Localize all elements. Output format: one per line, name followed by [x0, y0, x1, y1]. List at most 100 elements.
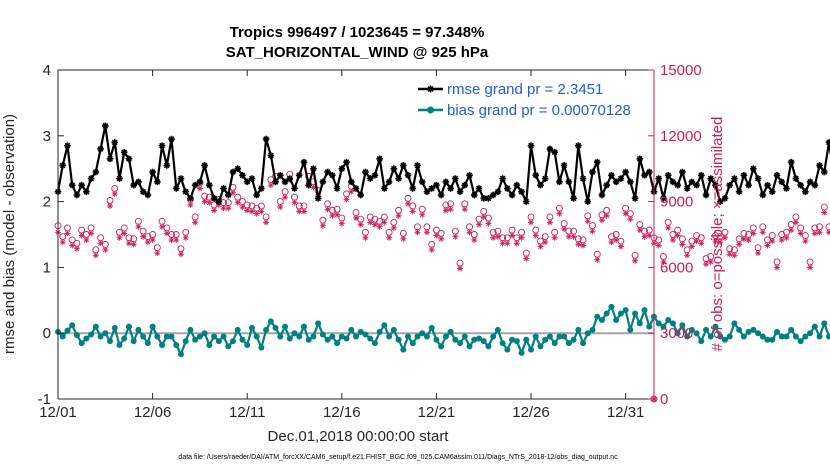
- assimilated-obs-point: [192, 219, 199, 226]
- bias-point: [206, 342, 213, 349]
- assimilated-obs-point: [575, 241, 582, 248]
- rmse-point: [347, 178, 355, 186]
- bias-point: [296, 333, 303, 340]
- rmse-point: [418, 178, 426, 186]
- assimilated-obs-point: [419, 211, 426, 218]
- bias-point: [140, 333, 147, 340]
- assimilated-obs-point: [121, 230, 128, 237]
- bias-point: [556, 333, 563, 340]
- bias-point: [438, 343, 445, 350]
- rmse-point: [125, 155, 133, 163]
- assimilated-obs-point: [660, 258, 667, 265]
- y-axis-label-left: rmse and bias (model - observation): [1, 114, 18, 354]
- bias-point: [778, 333, 785, 340]
- bias-point: [523, 336, 530, 343]
- bias-point: [334, 340, 341, 347]
- assimilated-obs-point: [740, 235, 747, 242]
- bias-point: [518, 349, 525, 356]
- rmse-point: [191, 181, 199, 189]
- rmse-point: [461, 181, 469, 189]
- rmse-point: [608, 171, 615, 179]
- y-tick-label-left: 0: [43, 325, 51, 342]
- bias-point: [721, 336, 728, 343]
- assimilated-obs-point: [537, 243, 544, 250]
- bias-point: [660, 323, 667, 330]
- data-file-footnote: data file: /Users/raeder/DAI/ATM_forcXX/…: [178, 454, 618, 461]
- bias-point: [684, 333, 691, 340]
- assimilated-obs-point: [707, 258, 714, 265]
- rmse-point: [64, 142, 71, 149]
- rmse-point: [452, 175, 459, 182]
- bias-point: [286, 335, 293, 342]
- assimilated-obs-point: [177, 251, 184, 258]
- x-ticks: 12/01 12/06 12/11 12/16 12/21 12/26 12/31: [39, 70, 644, 421]
- assimilated-obs-point: [130, 241, 137, 248]
- rmse-point: [295, 171, 303, 179]
- possible-obs-point: [825, 223, 830, 231]
- rmse-point: [258, 185, 265, 192]
- assimilated-obs-point: [107, 202, 114, 209]
- rmse-point: [575, 142, 582, 149]
- assimilated-obs-point: [173, 236, 180, 243]
- rmse-point: [612, 178, 620, 186]
- bias-point: [400, 346, 407, 353]
- assimilated-obs-point: [717, 239, 724, 246]
- bias-point: [490, 333, 497, 340]
- bias-point: [187, 326, 194, 333]
- rmse-point: [116, 175, 123, 182]
- assimilated-obs-point: [414, 229, 421, 236]
- assimilated-obs-point: [83, 236, 90, 243]
- rmse-point: [721, 195, 729, 202]
- rmse-point: [726, 181, 733, 189]
- rmse-point: [593, 158, 601, 166]
- bias-point: [570, 336, 577, 343]
- bias-point: [442, 333, 449, 340]
- bias-point: [244, 342, 251, 349]
- rmse-point: [806, 178, 814, 186]
- rmse-point: [376, 155, 383, 163]
- rmse-point: [764, 181, 771, 189]
- assimilated-obs-point: [509, 232, 516, 239]
- bias-point: [419, 330, 426, 337]
- y-tick-label-left: -1: [38, 391, 51, 408]
- bias-point: [646, 323, 653, 330]
- legend: rmse grand pr = 2.3451 bias grand pr = 0…: [414, 77, 650, 121]
- bias-point: [277, 333, 284, 340]
- rmse-point: [272, 178, 279, 186]
- rmse-point: [281, 178, 289, 186]
- bias-point: [707, 333, 714, 340]
- rmse-point: [584, 198, 592, 205]
- rmse-point: [163, 162, 171, 169]
- assimilated-obs-point: [125, 240, 132, 247]
- rmse-point: [518, 188, 525, 196]
- y-tick-label-right: 3000: [660, 325, 693, 342]
- assimilated-obs-point: [788, 227, 795, 234]
- assimilated-obs-point: [367, 219, 374, 226]
- bias-point: [452, 336, 459, 343]
- bias-point: [371, 340, 378, 347]
- assimilated-obs-point: [324, 206, 331, 213]
- rmse-point: [229, 168, 237, 176]
- rmse-point: [622, 168, 629, 176]
- bias-point: [315, 320, 322, 327]
- bias-point: [594, 313, 601, 320]
- assimilated-obs-point: [773, 264, 780, 271]
- rmse-point: [206, 181, 213, 189]
- assimilated-obs-point: [258, 208, 265, 215]
- rmse-point: [87, 175, 95, 182]
- possible-obs-point: [754, 244, 762, 252]
- assimilated-obs-point: [357, 221, 364, 228]
- x-tick-label: 12/06: [134, 404, 172, 421]
- rmse-point: [508, 191, 516, 199]
- rmse-point: [820, 168, 828, 176]
- rmse-point: [811, 181, 819, 189]
- rmse-point: [466, 171, 473, 179]
- y-tick-label-right: 15000: [660, 62, 702, 79]
- bias-point: [807, 330, 814, 337]
- bias-point: [688, 326, 695, 333]
- assimilated-obs-point: [518, 234, 525, 241]
- legend-box: [414, 77, 650, 121]
- bias-point: [542, 336, 549, 343]
- rmse-point: [674, 181, 681, 189]
- bias-point: [655, 320, 662, 327]
